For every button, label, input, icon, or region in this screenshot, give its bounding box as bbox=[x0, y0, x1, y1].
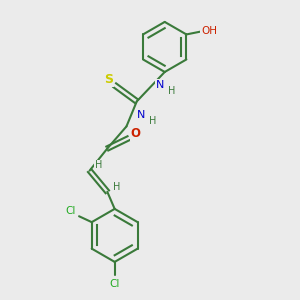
Text: Cl: Cl bbox=[65, 206, 75, 216]
Text: S: S bbox=[104, 73, 113, 86]
Text: Cl: Cl bbox=[110, 279, 120, 289]
Text: H: H bbox=[148, 116, 156, 126]
Text: OH: OH bbox=[201, 26, 217, 37]
Text: N: N bbox=[137, 110, 145, 120]
Text: H: H bbox=[168, 85, 175, 95]
Text: N: N bbox=[156, 80, 164, 90]
Text: H: H bbox=[95, 160, 102, 170]
Text: H: H bbox=[113, 182, 120, 192]
Text: O: O bbox=[131, 127, 141, 140]
